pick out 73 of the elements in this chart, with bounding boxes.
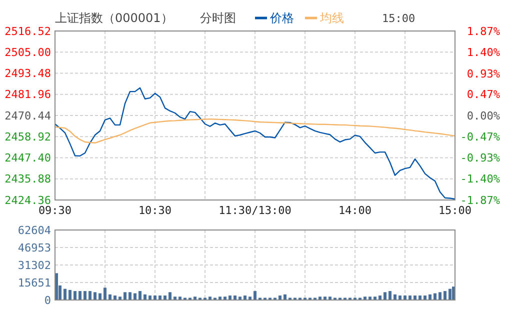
bar xyxy=(374,296,376,300)
text: 15:00 xyxy=(382,12,416,25)
bar xyxy=(168,292,172,300)
y-tick-label: 0 xyxy=(44,294,51,307)
y-tick-label: 2470.44 xyxy=(4,109,52,122)
y2-tick-label: -0.47% xyxy=(460,130,500,144)
bar xyxy=(64,288,66,300)
bar xyxy=(104,288,106,300)
y-tick-label: 2435.88 xyxy=(4,172,51,186)
bar xyxy=(88,291,92,300)
bar xyxy=(318,296,322,300)
y2-tick-label: -1.40% xyxy=(460,172,500,186)
bar xyxy=(68,290,72,300)
y-tick-label: 15651 xyxy=(18,276,51,290)
bar xyxy=(108,294,112,300)
legend-label: 价格 xyxy=(269,11,294,25)
x-tick-label: 15:00 xyxy=(438,204,472,217)
line-series xyxy=(54,118,456,144)
bar xyxy=(444,291,446,300)
x-tick-label: 14:00 xyxy=(338,204,372,217)
line-series xyxy=(54,87,456,200)
bar xyxy=(388,291,392,300)
y2-tick-label: 0.00% xyxy=(466,109,500,122)
bar xyxy=(94,292,96,300)
y2-tick-label: 1.40% xyxy=(466,46,500,60)
bar xyxy=(174,296,176,300)
y-tick-label: 2493.48 xyxy=(4,67,51,80)
y-tick-label: 31302 xyxy=(18,258,51,272)
bar xyxy=(128,292,132,300)
x-tick-label: 11:30/13:00 xyxy=(218,204,292,217)
chart-subtitle: 分时图 xyxy=(200,11,236,25)
bar xyxy=(118,296,122,300)
x-tick-label: 09:30 xyxy=(38,204,72,217)
bar xyxy=(224,296,226,300)
bar xyxy=(248,296,252,300)
bar xyxy=(254,291,256,300)
y-tick-label: 62604 xyxy=(18,224,52,237)
bar xyxy=(74,291,76,300)
y2-tick-label: -0.93% xyxy=(460,151,500,164)
y-tick-label: 2481.96 xyxy=(4,88,51,102)
bar xyxy=(364,296,366,300)
chart-title: 上证指数（000001） xyxy=(55,11,173,25)
bar xyxy=(78,291,82,300)
bar xyxy=(124,292,126,300)
y-tick-label: 2505.00 xyxy=(4,46,51,59)
bar xyxy=(208,296,212,300)
y-tick-label: 2424.36 xyxy=(4,194,51,207)
x-tick-label: 10:30 xyxy=(138,204,172,217)
y2-tick-label: 0.93% xyxy=(466,67,500,80)
y2-tick-label: -1.87% xyxy=(460,194,500,207)
bar xyxy=(194,296,196,300)
y2-tick-label: 1.87% xyxy=(466,24,500,38)
bar xyxy=(384,292,386,300)
bar xyxy=(448,288,452,300)
bar xyxy=(144,294,146,300)
bar xyxy=(438,292,442,300)
bar xyxy=(368,296,372,300)
bar xyxy=(284,294,286,300)
bar xyxy=(238,296,242,300)
y-tick-label: 2447.40 xyxy=(4,152,51,165)
bar xyxy=(84,291,86,300)
bar xyxy=(394,294,396,300)
y-tick-label: 2516.52 xyxy=(4,24,51,38)
legend-label: 均线 xyxy=(319,11,344,25)
bar xyxy=(218,296,222,300)
bar xyxy=(324,296,326,300)
bar xyxy=(138,291,142,300)
y2-tick-label: 0.47% xyxy=(466,88,500,102)
bar xyxy=(328,296,332,300)
y-tick-label: 2458.92 xyxy=(4,130,51,144)
bar xyxy=(428,294,432,300)
y-tick-label: 46953 xyxy=(18,241,51,254)
bar xyxy=(178,296,182,300)
